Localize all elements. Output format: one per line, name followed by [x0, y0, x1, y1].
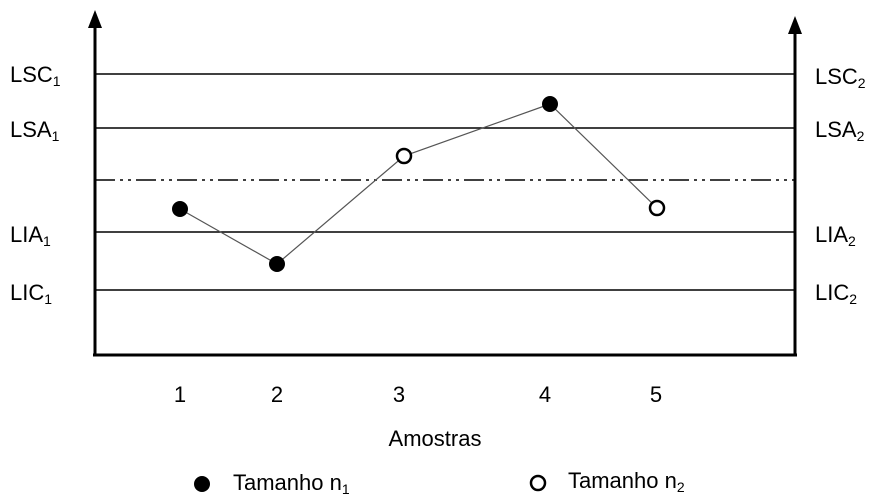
- x-axis-title: Amostras: [388, 426, 482, 451]
- right-label-lsa: LSA2: [815, 117, 865, 144]
- left-label-lsa: LSA1: [10, 117, 60, 144]
- sample-point-3: [395, 147, 413, 165]
- sample-point-1: [172, 201, 188, 217]
- x-tick-1: 1: [173, 382, 187, 407]
- right-label-lia: LIA2: [815, 222, 856, 249]
- legend-item-n2: Tamanho n2: [568, 468, 685, 495]
- legend-item-n1: Tamanho n1: [233, 470, 350, 497]
- left-axis-arrow: [88, 10, 102, 28]
- right-label-lsc: LSC2: [815, 64, 866, 91]
- x-tick-3: 3: [392, 382, 406, 407]
- sample-point-5: [648, 199, 666, 217]
- right-axis-arrow: [788, 16, 802, 34]
- x-tick-2: 2: [270, 382, 284, 407]
- x-tick-4: 4: [538, 382, 552, 407]
- right-label-lic: LIC2: [815, 280, 858, 307]
- sample-point-4: [542, 96, 558, 112]
- sample-point-2: [269, 256, 285, 272]
- left-label-lia: LIA1: [10, 222, 51, 249]
- left-label-lsc: LSC1: [10, 62, 61, 89]
- legend-open-circle-icon: [529, 474, 547, 492]
- legend-filled-circle-icon: [194, 476, 210, 492]
- left-label-lic: LIC1: [10, 280, 53, 307]
- x-tick-5: 5: [649, 382, 663, 407]
